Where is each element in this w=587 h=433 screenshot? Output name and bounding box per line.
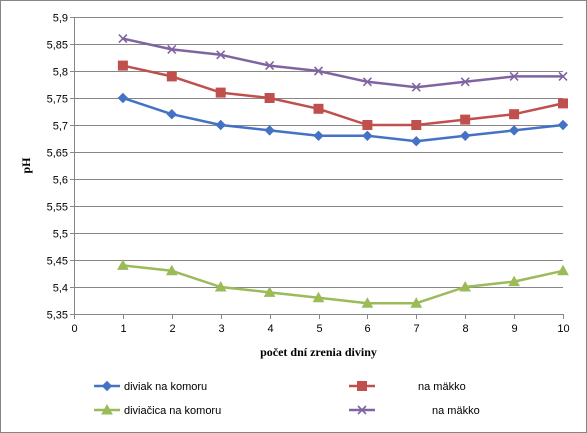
legend-marker [101,380,113,392]
data-point [459,130,471,142]
data-point [263,286,276,297]
data-point [411,120,422,130]
data-point [215,87,226,98]
data-point [362,130,373,142]
data-point [558,98,568,109]
y-tick-label: 5,75 [47,94,68,106]
y-tick-label: 5,6 [53,175,68,187]
data-point [509,109,520,120]
y-tick-label: 5,85 [47,40,68,52]
x-tick-label: 6 [364,323,370,335]
data-point [166,71,177,82]
y-axis-title: pH [19,157,33,174]
data-point [165,264,178,276]
series-line [122,264,564,305]
data-point [460,77,470,87]
tick-labels: 5,35 5,4 5,45 5,5 5,55 5,6 5,65 5,7 5,75 5,8 5,85 5… [47,13,570,336]
legend-item: diviak na komoru [94,380,207,393]
data-point [508,125,520,136]
series-line [122,37,563,89]
legend-item: na mäkko [349,381,466,393]
series-4 [118,34,568,92]
series-line [122,64,564,127]
series [117,34,569,308]
x-tick-label: 2 [169,323,175,335]
legend-marker [101,403,113,415]
axes [70,17,564,319]
data-point [117,259,129,270]
data-point [215,119,226,131]
data-point [362,120,373,130]
x-tick-label: 10 [557,323,569,335]
legend-marker [357,381,367,391]
x-tick-label: 5 [316,323,322,335]
legend-label: na mäkko [432,405,480,417]
data-point [411,82,421,92]
data-point [117,92,129,104]
x-tick-label: 4 [267,323,273,335]
series-1 [117,92,569,147]
data-point [313,66,324,76]
data-point [118,34,128,44]
data-point [410,297,423,308]
data-point [265,61,275,71]
x-axis-title: počet dní zrenia diviny [260,345,377,359]
legend-item: diviačica na komoru [94,403,221,417]
data-point [264,93,275,103]
data-point [313,103,324,114]
data-point [508,275,520,287]
y-tick-label: 5,5 [53,229,68,241]
y-tick-label: 5,35 [47,310,68,322]
x-tick-label: 1 [120,323,126,335]
y-tick-label: 5,8 [53,67,68,79]
y-tick-label: 5,55 [47,202,68,214]
legend-item: na mäkko [349,405,480,417]
y-tick-label: 5,65 [47,148,68,160]
data-point [264,125,275,136]
y-tick-label: 5,7 [53,121,68,133]
data-point [313,130,324,142]
data-point [362,77,372,87]
legend-marker [357,405,367,415]
data-point [558,71,568,81]
data-point [167,44,177,54]
data-point [166,108,178,120]
legend: diviak na komoru na mäkko diviačica na kom… [94,380,480,417]
legend-label: na mäkko [418,381,466,393]
data-point [216,50,226,60]
x-tick-label: 9 [511,323,517,335]
data-point [459,280,472,292]
y-tick-label: 5,45 [47,256,68,268]
data-point [214,280,227,292]
data-point [460,114,471,125]
x-tick-label: 0 [71,323,77,335]
data-point [557,264,569,276]
y-tick-label: 5,9 [53,13,68,25]
data-point [509,71,519,81]
series-line [122,96,564,143]
data-point [557,119,569,131]
data-point [117,60,128,71]
y-tick-label: 5,4 [53,283,68,295]
series-2 [117,60,568,130]
series-3 [117,259,569,308]
x-tick-label: 8 [462,323,468,335]
data-point [312,291,325,303]
x-tick-label: 7 [413,323,419,335]
data-point [361,297,374,308]
legend-label: diviačica na komoru [124,405,221,417]
x-tick-label: 3 [218,323,224,335]
legend-label: diviak na komoru [124,381,207,393]
data-point [411,135,422,147]
